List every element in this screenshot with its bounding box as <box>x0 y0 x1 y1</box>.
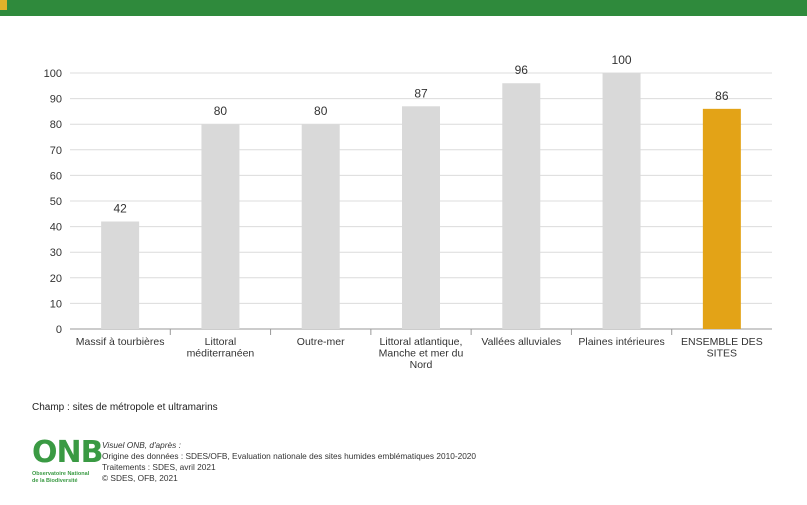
x-tick-label: Manche et mer du <box>379 348 464 360</box>
x-tick-label: Littoral atlantique, <box>380 336 463 348</box>
footer: ONB Observatoire National de la Biodiver… <box>32 436 732 496</box>
bar <box>402 106 440 329</box>
chart-svg: 0 10 20 30 40 50 60 70 80 90 100 42 Massif à tourbiè… <box>44 53 772 371</box>
data-label: 80 <box>314 104 328 118</box>
y-tick-label: 80 <box>50 119 62 131</box>
y-tick-label: 100 <box>44 68 62 80</box>
bar <box>301 124 340 329</box>
bar <box>201 124 240 329</box>
x-tick-label: SITES <box>707 348 737 360</box>
y-tick-label: 90 <box>50 94 62 106</box>
x-tick-label: Littoral <box>205 336 237 348</box>
y-tick-label: 50 <box>50 196 62 208</box>
data-label: 96 <box>515 63 529 77</box>
bar <box>602 73 641 329</box>
data-label: 100 <box>612 53 632 67</box>
credits-line-4: © SDES, OFB, 2021 <box>102 473 178 483</box>
logo-subtitle: Observatoire National de la Biodiversité <box>32 471 89 485</box>
x-tick-label: Vallées alluviales <box>481 336 561 348</box>
credits-line-2: Origine des données : SDES/OFB, Evaluati… <box>102 451 477 461</box>
x-tick-label: Outre-mer <box>297 336 345 348</box>
scope-note: Champ : sites de métropole et ultramarin… <box>32 402 218 413</box>
credits-line-1: Visuel ONB, d'après : <box>102 440 181 450</box>
y-tick-label: 0 <box>56 324 62 336</box>
x-tick-label: ENSEMBLE DES <box>681 336 763 348</box>
credits: Visuel ONB, d'après : Origine des donnée… <box>102 440 476 484</box>
data-label: 42 <box>113 201 127 215</box>
x-tick-label: Nord <box>410 359 433 371</box>
onb-logo: ONB Observatoire National de la Biodiver… <box>32 436 103 496</box>
x-tick-label: Massif à tourbières <box>76 336 165 348</box>
data-label: 86 <box>715 89 729 103</box>
header-accent-mark <box>0 0 7 10</box>
x-tick-label: méditerranéen <box>187 348 255 360</box>
logo-text: ONB <box>32 435 103 470</box>
bar <box>101 221 140 329</box>
bar <box>702 108 741 329</box>
y-tick-label: 20 <box>50 273 62 285</box>
bar <box>502 83 541 330</box>
y-tick-label: 60 <box>50 170 62 182</box>
data-label: 87 <box>414 86 428 100</box>
bar-chart: 0 10 20 30 40 50 60 70 80 90 100 42 Massif à tourbiè… <box>0 16 807 376</box>
y-tick-label: 30 <box>50 247 62 259</box>
credits-line-3: Traitements : SDES, avril 2021 <box>102 462 216 472</box>
y-tick-label: 70 <box>50 145 62 157</box>
header-band <box>0 0 807 16</box>
x-tick-label: Plaines intérieures <box>578 336 664 348</box>
y-tick-label: 10 <box>50 298 62 310</box>
data-label: 80 <box>214 104 228 118</box>
logo-subtitle-line-1: Observatoire National <box>32 471 90 477</box>
logo-subtitle-line-2: de la Biodiversité <box>32 478 78 484</box>
y-tick-label: 40 <box>50 222 62 234</box>
